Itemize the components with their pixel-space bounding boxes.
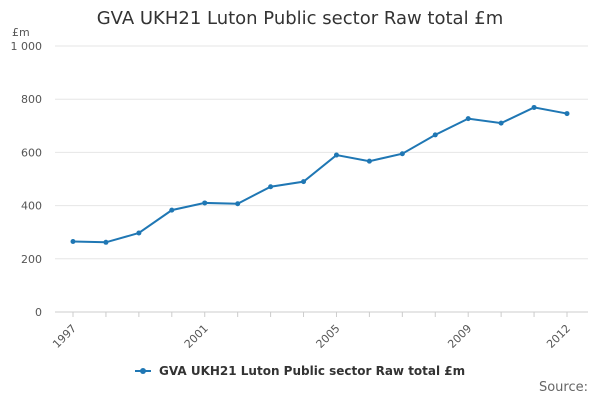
data-point xyxy=(235,201,241,207)
y-tick-label: 600 xyxy=(21,146,42,159)
data-point xyxy=(169,207,175,213)
legend[interactable]: GVA UKH21 Luton Public sector Raw total … xyxy=(0,364,600,378)
data-point xyxy=(136,230,142,236)
data-point xyxy=(465,116,471,122)
x-tick-label: 1997 xyxy=(50,322,79,351)
data-point xyxy=(103,239,109,245)
x-tick-label: 2009 xyxy=(445,322,474,351)
series-line xyxy=(72,106,568,244)
y-axis-ticks: 0 200 400 600 800 1 000 xyxy=(11,40,43,319)
y-tick-label: 0 xyxy=(35,306,42,319)
x-tick-label: 2001 xyxy=(182,322,211,351)
data-series xyxy=(70,104,570,245)
data-point xyxy=(432,132,438,138)
y-tick-label: 1 000 xyxy=(11,40,43,53)
data-point xyxy=(366,158,372,164)
data-point xyxy=(498,120,504,126)
data-point xyxy=(531,104,537,110)
y-tick-label: 200 xyxy=(21,253,42,266)
data-point xyxy=(399,151,405,157)
data-point xyxy=(301,179,307,185)
x-tick-label: 2012 xyxy=(544,322,573,351)
data-point xyxy=(70,239,76,245)
data-point xyxy=(564,111,570,117)
chart-title: GVA UKH21 Luton Public sector Raw total … xyxy=(96,8,504,29)
legend-label: GVA UKH21 Luton Public sector Raw total … xyxy=(159,364,466,378)
data-point xyxy=(333,152,339,158)
y-axis-unit-label: £m xyxy=(12,26,30,39)
y-tick-label: 800 xyxy=(21,93,42,106)
gridlines xyxy=(55,45,588,313)
x-tick-label: 2005 xyxy=(314,322,343,351)
x-axis-ticks: 1997 2001 2005 2009 2012 xyxy=(50,312,573,351)
legend-line-marker-icon xyxy=(134,367,151,374)
data-point xyxy=(268,184,274,190)
y-tick-label: 400 xyxy=(21,200,42,213)
data-point xyxy=(202,200,208,206)
source-label: Source: xyxy=(538,380,588,395)
